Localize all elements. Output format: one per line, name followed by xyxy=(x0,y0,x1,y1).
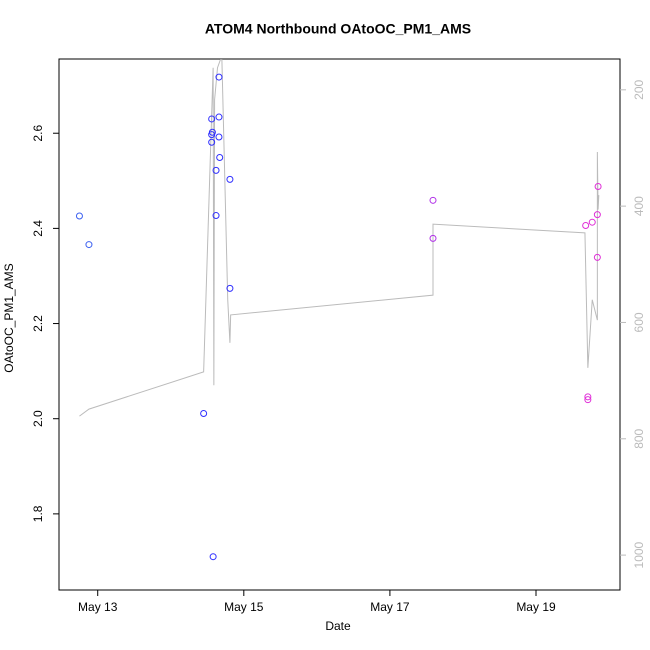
point xyxy=(226,175,234,183)
y2-tick-label: 800 xyxy=(632,428,646,448)
y-tick-label: 2.0 xyxy=(31,410,45,427)
y2-tick-label: 1000 xyxy=(632,541,646,568)
point xyxy=(209,553,217,561)
point xyxy=(215,73,223,81)
chart-title: ATOM4 Northbound OAtoOC_PM1_AMS xyxy=(205,21,471,37)
y2-tick-label: 400 xyxy=(632,196,646,216)
plot-frame xyxy=(58,58,621,591)
point xyxy=(215,133,223,141)
x-tick-label: May 19 xyxy=(516,600,556,614)
point xyxy=(429,196,437,204)
x-tick-label: May 17 xyxy=(370,600,410,614)
point xyxy=(216,153,224,161)
x-tick-label: May 13 xyxy=(78,600,118,614)
point xyxy=(593,253,601,261)
point xyxy=(429,234,437,242)
point xyxy=(593,211,601,219)
x-axis-label: Date xyxy=(325,619,351,633)
point xyxy=(584,396,592,404)
point xyxy=(208,138,216,146)
y2-tick-label: 600 xyxy=(632,312,646,332)
y-tick-label: 2.2 xyxy=(31,315,45,332)
point xyxy=(215,113,223,121)
point xyxy=(584,393,592,401)
point xyxy=(212,212,220,220)
point xyxy=(208,115,216,123)
y-tick-label: 1.8 xyxy=(31,505,45,522)
point xyxy=(85,241,93,249)
point xyxy=(594,183,602,191)
point xyxy=(75,212,83,220)
y-tick-label: 2.4 xyxy=(31,220,45,237)
point xyxy=(208,131,216,139)
point xyxy=(226,284,234,292)
y2-tick-label: 200 xyxy=(632,79,646,99)
y-axis-label: OAtoOC_PM1_AMS xyxy=(2,263,16,372)
point xyxy=(588,218,596,226)
point xyxy=(582,222,590,230)
point xyxy=(200,409,208,417)
x-tick-label: May 15 xyxy=(224,600,264,614)
line xyxy=(79,59,600,417)
y-tick-label: 2.6 xyxy=(31,125,45,142)
point xyxy=(212,166,220,174)
